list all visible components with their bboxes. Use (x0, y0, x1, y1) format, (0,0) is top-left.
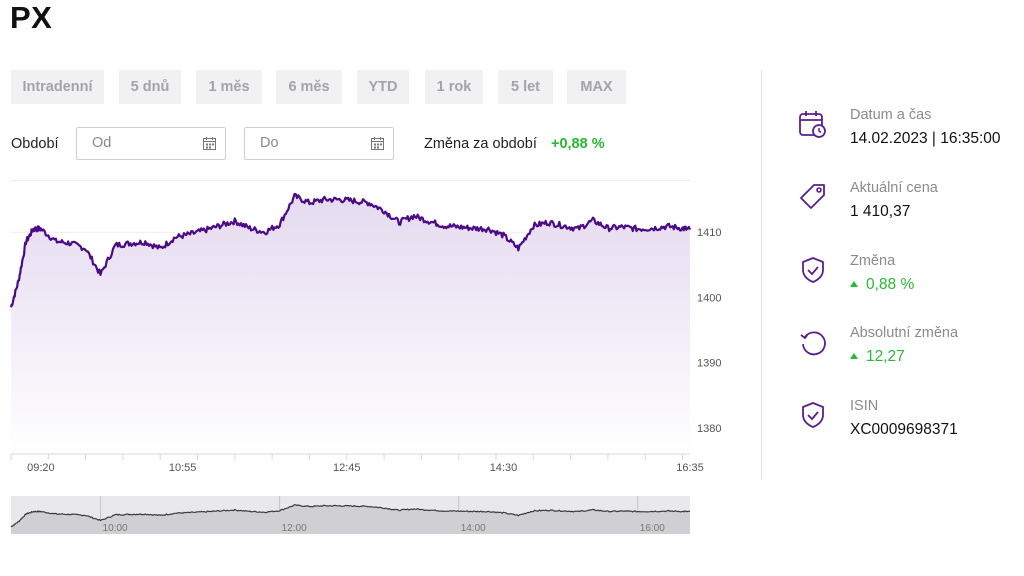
info-change-value: 0,88 % (850, 276, 914, 294)
tab-5-years[interactable]: 5 let (498, 70, 553, 104)
info-isin-value: XC0009698371 (850, 421, 958, 438)
x-tick-label: 12:45 (333, 462, 361, 474)
date-from-input[interactable]: Od (76, 127, 226, 160)
navigator-axis: 10:00 12:00 14:00 16:00 (103, 523, 666, 534)
calendar-icon[interactable] (371, 137, 384, 150)
shield-check-icon (802, 257, 824, 283)
x-tick-label: 09:20 (27, 462, 55, 474)
y-tick-label: 1400 (697, 292, 721, 304)
tab-6-months[interactable]: 6 měs (276, 70, 342, 104)
up-arrow-icon (850, 281, 858, 287)
info-price-label: Aktuální cena (850, 180, 938, 196)
x-tick-label: 14:30 (490, 462, 518, 474)
tab-1-month[interactable]: 1 měs (196, 70, 262, 104)
navigator-tick-label: 10:00 (103, 523, 128, 534)
tab-max[interactable]: MAX (567, 70, 626, 104)
info-abs-change-value: 12,27 (850, 348, 905, 366)
period-label: Období (11, 136, 59, 152)
panel-divider (761, 70, 762, 480)
up-arrow-icon (850, 353, 858, 359)
info-price: Aktuální cena 1 410,37 (798, 180, 1024, 226)
info-isin-label: ISIN (850, 398, 879, 414)
info-abs-change: Absolutní změna 12,27 (798, 325, 1024, 371)
price-area (11, 194, 690, 454)
y-tick-label: 1390 (697, 358, 721, 370)
date-from-placeholder: Od (92, 135, 112, 151)
calendar-clock-icon (799, 111, 826, 138)
period-change-value: +0,88 % (551, 136, 605, 152)
x-axis: 09:20 10:55 12:45 14:30 16:35 (10, 453, 704, 474)
tab-intraday[interactable]: Intradenní (11, 70, 104, 104)
x-tick-label: 16:35 (676, 462, 704, 474)
info-datetime-label: Datum a čas (850, 107, 932, 123)
shield-check-icon (802, 402, 824, 428)
price-tag-icon (800, 184, 825, 209)
info-change-label: Změna (850, 253, 896, 269)
info-abs-change-number: 12,27 (866, 348, 905, 365)
tab-ytd[interactable]: YTD (357, 70, 409, 104)
navigator-area (11, 504, 690, 534)
period-change-label: Změna za období (424, 136, 537, 152)
navigator-tick-label: 12:00 (282, 523, 307, 534)
price-chart[interactable]: 1410 1400 1390 1380 09:20 10:55 12:45 14:30 16:… (0, 170, 740, 480)
info-datetime: Datum a čas 14.02.2023 | 16:35:00 (798, 107, 1024, 153)
refresh-icon (800, 331, 826, 356)
y-axis: 1410 1400 1390 1380 (697, 227, 721, 435)
navigator-tick-label: 16:00 (640, 523, 665, 534)
date-to-input[interactable]: Do (244, 127, 394, 160)
x-tick-label: 10:55 (169, 462, 197, 474)
tab-1-year[interactable]: 1 rok (425, 70, 483, 104)
tab-5-days[interactable]: 5 dnů (119, 70, 181, 104)
info-isin: ISIN XC0009698371 (798, 398, 1024, 444)
range-navigator[interactable]: 10:00 12:00 14:00 16:00 (0, 490, 700, 538)
info-price-value: 1 410,37 (850, 203, 911, 220)
page-title: PX (10, 0, 53, 35)
info-change: Změna 0,88 % (798, 253, 1024, 299)
info-change-number: 0,88 % (866, 276, 915, 293)
navigator-line (10, 504, 691, 528)
y-tick-label: 1410 (697, 227, 721, 239)
navigator-tick-label: 14:00 (461, 523, 486, 534)
info-abs-change-label: Absolutní změna (850, 325, 959, 341)
price-line (9, 192, 692, 308)
info-datetime-value: 14.02.2023 | 16:35:00 (850, 130, 1001, 147)
calendar-icon[interactable] (203, 137, 216, 150)
date-to-placeholder: Do (260, 135, 279, 151)
y-tick-label: 1380 (697, 423, 721, 435)
